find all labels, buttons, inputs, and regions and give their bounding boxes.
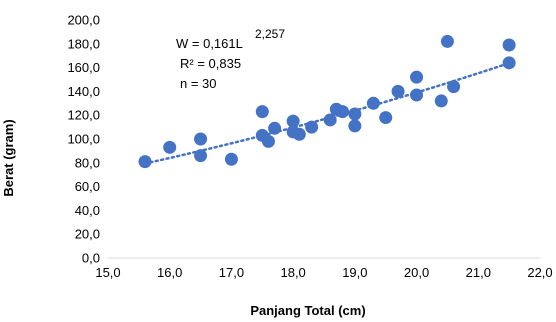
y-tick-label: 80,0	[75, 155, 100, 170]
data-point	[194, 149, 208, 163]
x-tick-label: 17,0	[219, 265, 244, 280]
y-tick-label: 140,0	[67, 84, 100, 99]
data-point	[502, 38, 516, 52]
data-point	[224, 152, 238, 166]
data-point	[268, 121, 282, 135]
data-point	[163, 140, 177, 154]
data-point	[447, 80, 461, 94]
data-point	[379, 111, 393, 125]
y-tick-label: 20,0	[75, 227, 100, 242]
data-point	[348, 119, 362, 133]
y-tick-label: 200,0	[67, 13, 100, 28]
data-point	[255, 105, 269, 119]
x-axis-title: Panjang Total (cm)	[250, 303, 365, 318]
equation-text: W = 0,161L	[176, 36, 243, 51]
y-axis-ticks: 0,0 20,0 40,0 60,0 80,0 100,0 120,0 140,0 160,0 1…	[67, 13, 100, 266]
y-tick-label: 60,0	[75, 179, 100, 194]
data-point	[391, 84, 405, 98]
data-point	[292, 127, 306, 141]
equation-label: W = 0,161L	[176, 36, 243, 51]
equation-exponent: 2,257	[255, 27, 285, 41]
y-tick-label: 120,0	[67, 108, 100, 123]
x-tick-label: 18,0	[280, 265, 305, 280]
x-tick-label: 22,0	[527, 265, 552, 280]
data-point	[348, 107, 362, 121]
data-point	[502, 56, 516, 70]
data-point	[194, 132, 208, 146]
y-tick-label: 160,0	[67, 60, 100, 75]
data-point	[336, 105, 350, 119]
data-points	[138, 34, 516, 169]
data-point	[410, 88, 424, 102]
x-tick-label: 21,0	[466, 265, 491, 280]
x-axis-ticks: 15,0 16,0 17,0 18,0 19,0 20,0 21,0 22,0	[95, 265, 552, 280]
data-point	[138, 155, 152, 169]
sample-size-label: n = 30	[180, 76, 217, 91]
x-tick-label: 16,0	[157, 265, 182, 280]
y-tick-label: 40,0	[75, 203, 100, 218]
x-tick-label: 20,0	[404, 265, 429, 280]
x-tick-label: 19,0	[342, 265, 367, 280]
y-tick-label: 100,0	[67, 132, 100, 147]
y-tick-label: 0,0	[82, 251, 100, 266]
data-point	[305, 120, 319, 134]
x-tick-label: 15,0	[95, 265, 120, 280]
data-point	[410, 70, 424, 84]
data-point	[366, 96, 380, 110]
data-point	[440, 34, 454, 48]
y-tick-label: 180,0	[67, 36, 100, 51]
data-point	[286, 114, 300, 128]
y-axis-title: Berat (gram)	[1, 119, 16, 196]
data-point	[323, 113, 337, 127]
data-point	[261, 134, 275, 148]
data-point	[434, 94, 448, 108]
r-squared-label: R² = 0,835	[180, 56, 241, 71]
